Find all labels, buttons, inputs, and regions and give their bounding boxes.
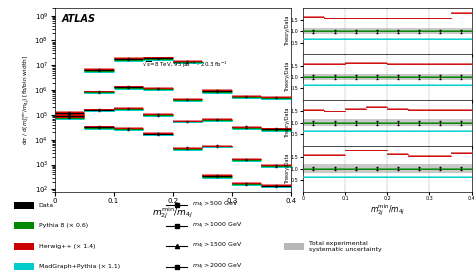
Y-axis label: Theory/Data: Theory/Data: [284, 16, 290, 46]
Bar: [284, 243, 304, 250]
X-axis label: $m_{2j}^{\mathrm{min}}/m_{4j}$: $m_{2j}^{\mathrm{min}}/m_{4j}$: [370, 202, 405, 218]
Bar: [14, 222, 34, 229]
Text: Pythia 8 (× 0.6): Pythia 8 (× 0.6): [39, 223, 88, 228]
Text: Data: Data: [39, 203, 54, 208]
Text: ATLAS: ATLAS: [62, 14, 96, 24]
Text: $m_{4j}$$>$2000 GeV: $m_{4j}$$>$2000 GeV: [192, 261, 243, 272]
Y-axis label: Theory/Data: Theory/Data: [284, 154, 290, 184]
Bar: [14, 202, 34, 209]
Bar: [14, 243, 34, 250]
Y-axis label: Theory/Data: Theory/Data: [284, 62, 290, 92]
X-axis label: $m_{2j}^{\mathrm{min}}/m_{4j}$: $m_{2j}^{\mathrm{min}}/m_{4j}$: [152, 205, 193, 221]
Text: $m_{4j}$$>$1500 GeV: $m_{4j}$$>$1500 GeV: [192, 241, 243, 251]
Text: $m_{4j}$$>$1000 GeV: $m_{4j}$$>$1000 GeV: [192, 221, 243, 231]
Text: $\sqrt{s}$=8 TeV, 95 pb$^{-1}$ - 20.3 fb$^{-1}$: $\sqrt{s}$=8 TeV, 95 pb$^{-1}$ - 20.3 fb…: [142, 60, 227, 70]
Text: $m_{4j}$$>$500 GeV: $m_{4j}$$>$500 GeV: [192, 200, 239, 211]
Y-axis label: d$\sigma$ / d($m_{2j}^{\mathrm{min}}/m_{4j}$) [fb/bin width]: d$\sigma$ / d($m_{2j}^{\mathrm{min}}/m_{…: [21, 55, 33, 145]
Text: Total experimental
systematic uncertainty: Total experimental systematic uncertaint…: [309, 241, 382, 252]
Y-axis label: Theory/Data: Theory/Data: [284, 108, 290, 138]
Text: Herwig++ (× 1.4): Herwig++ (× 1.4): [39, 244, 95, 249]
Bar: [14, 263, 34, 270]
Text: MadGraph+Pythia (× 1.1): MadGraph+Pythia (× 1.1): [39, 264, 120, 269]
